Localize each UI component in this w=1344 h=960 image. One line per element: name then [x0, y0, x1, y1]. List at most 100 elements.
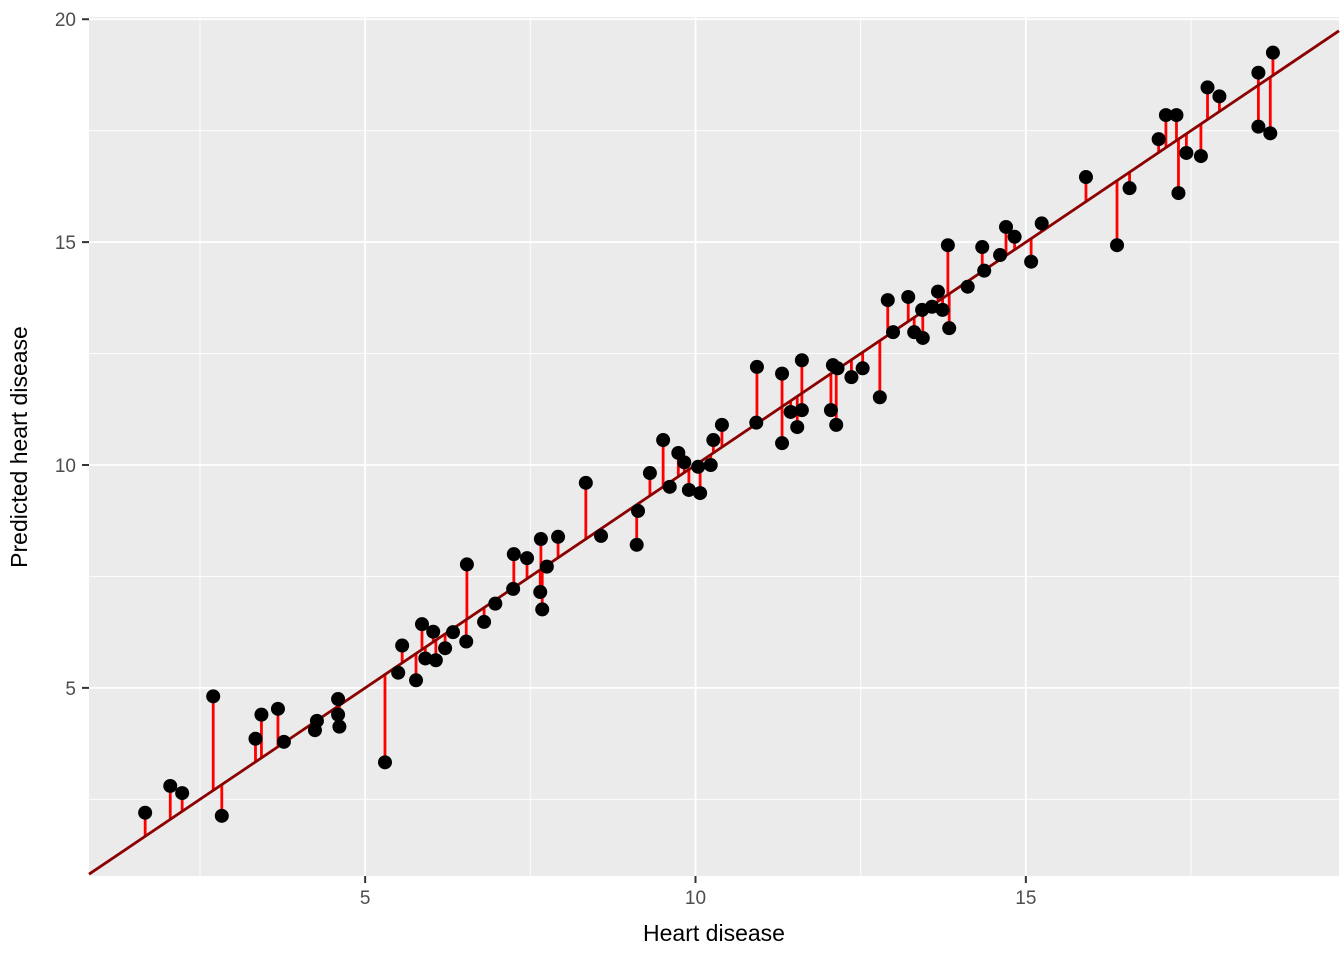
data-point	[1122, 181, 1137, 196]
data-point	[681, 482, 696, 497]
data-point	[993, 248, 1008, 263]
data-point	[1193, 149, 1208, 164]
data-point	[940, 238, 955, 253]
data-point	[1179, 145, 1194, 160]
data-point	[377, 755, 392, 770]
data-point	[855, 361, 870, 376]
data-point	[930, 284, 945, 299]
x-tick-label: 10	[685, 888, 706, 909]
y-tick-label: 20	[55, 10, 76, 31]
data-point	[794, 353, 809, 368]
data-point	[691, 459, 706, 474]
data-point	[578, 475, 593, 490]
data-point	[935, 302, 950, 317]
data-point	[206, 689, 221, 704]
data-point	[775, 366, 790, 381]
data-point	[977, 263, 992, 278]
data-point	[830, 361, 845, 376]
data-point	[520, 551, 535, 566]
data-point	[880, 293, 895, 308]
y-axis-title: Predicted heart disease	[6, 326, 32, 568]
y-tick-label: 5	[65, 679, 76, 700]
x-tick-label: 15	[1015, 888, 1036, 909]
data-point	[270, 701, 285, 716]
data-point	[714, 417, 729, 432]
data-point	[783, 404, 798, 419]
data-point	[1158, 108, 1173, 123]
data-point	[872, 390, 887, 405]
data-point	[677, 455, 692, 470]
data-point	[1078, 170, 1093, 185]
data-point	[414, 617, 429, 632]
data-point	[1263, 126, 1278, 141]
data-point	[1171, 186, 1186, 201]
x-tick-label: 5	[360, 888, 371, 909]
data-point	[999, 219, 1014, 234]
data-point	[309, 713, 324, 728]
data-point	[551, 529, 566, 544]
data-point	[925, 299, 940, 314]
data-point	[254, 707, 269, 722]
data-point	[539, 559, 554, 574]
data-point	[706, 433, 721, 448]
data-point	[703, 457, 718, 472]
data-point	[391, 665, 406, 680]
data-point	[446, 625, 461, 640]
data-point	[459, 557, 474, 572]
regression-line	[88, 29, 1340, 876]
data-point	[175, 786, 190, 801]
data-point	[693, 486, 708, 501]
data-point	[428, 653, 443, 668]
data-point	[395, 638, 410, 653]
data-point	[749, 359, 764, 374]
data-point	[1024, 254, 1039, 269]
data-point	[276, 734, 291, 749]
data-point	[594, 528, 609, 543]
data-point	[790, 420, 805, 435]
data-point	[533, 531, 548, 546]
data-point	[886, 325, 901, 340]
data-point	[1034, 216, 1049, 231]
data-point	[915, 330, 930, 345]
data-point	[163, 778, 178, 793]
data-point	[1110, 238, 1125, 253]
data-point	[642, 466, 657, 481]
data-point	[459, 634, 474, 649]
data-point	[1151, 132, 1166, 147]
data-point	[506, 547, 521, 562]
data-point	[1212, 89, 1227, 104]
data-point	[331, 707, 346, 722]
data-point	[829, 417, 844, 432]
data-point	[794, 403, 809, 418]
data-point	[488, 596, 503, 611]
data-point	[477, 614, 492, 629]
data-point	[1200, 80, 1215, 95]
data-point	[662, 479, 677, 494]
data-point	[506, 581, 521, 596]
data-point	[418, 651, 433, 666]
data-point	[1265, 45, 1280, 60]
data-point	[629, 537, 644, 552]
y-tick-label: 10	[55, 456, 76, 477]
data-point	[1007, 229, 1022, 244]
chart-layer: 5 10 15 5 10 15 20	[55, 10, 1340, 909]
data-point	[535, 602, 550, 617]
data-point	[438, 641, 453, 656]
data-point	[942, 321, 957, 336]
x-axis-title: Heart disease	[643, 920, 785, 946]
data-point	[901, 289, 916, 304]
data-point	[844, 370, 859, 385]
data-point	[749, 415, 764, 430]
data-point	[409, 673, 424, 688]
data-point	[631, 503, 646, 518]
data-point	[975, 240, 990, 255]
data-point	[960, 279, 975, 294]
data-point	[823, 403, 838, 418]
data-point	[426, 624, 441, 639]
data-point	[331, 692, 346, 707]
data-point	[533, 585, 548, 600]
data-point	[214, 808, 229, 823]
data-point	[656, 433, 671, 448]
